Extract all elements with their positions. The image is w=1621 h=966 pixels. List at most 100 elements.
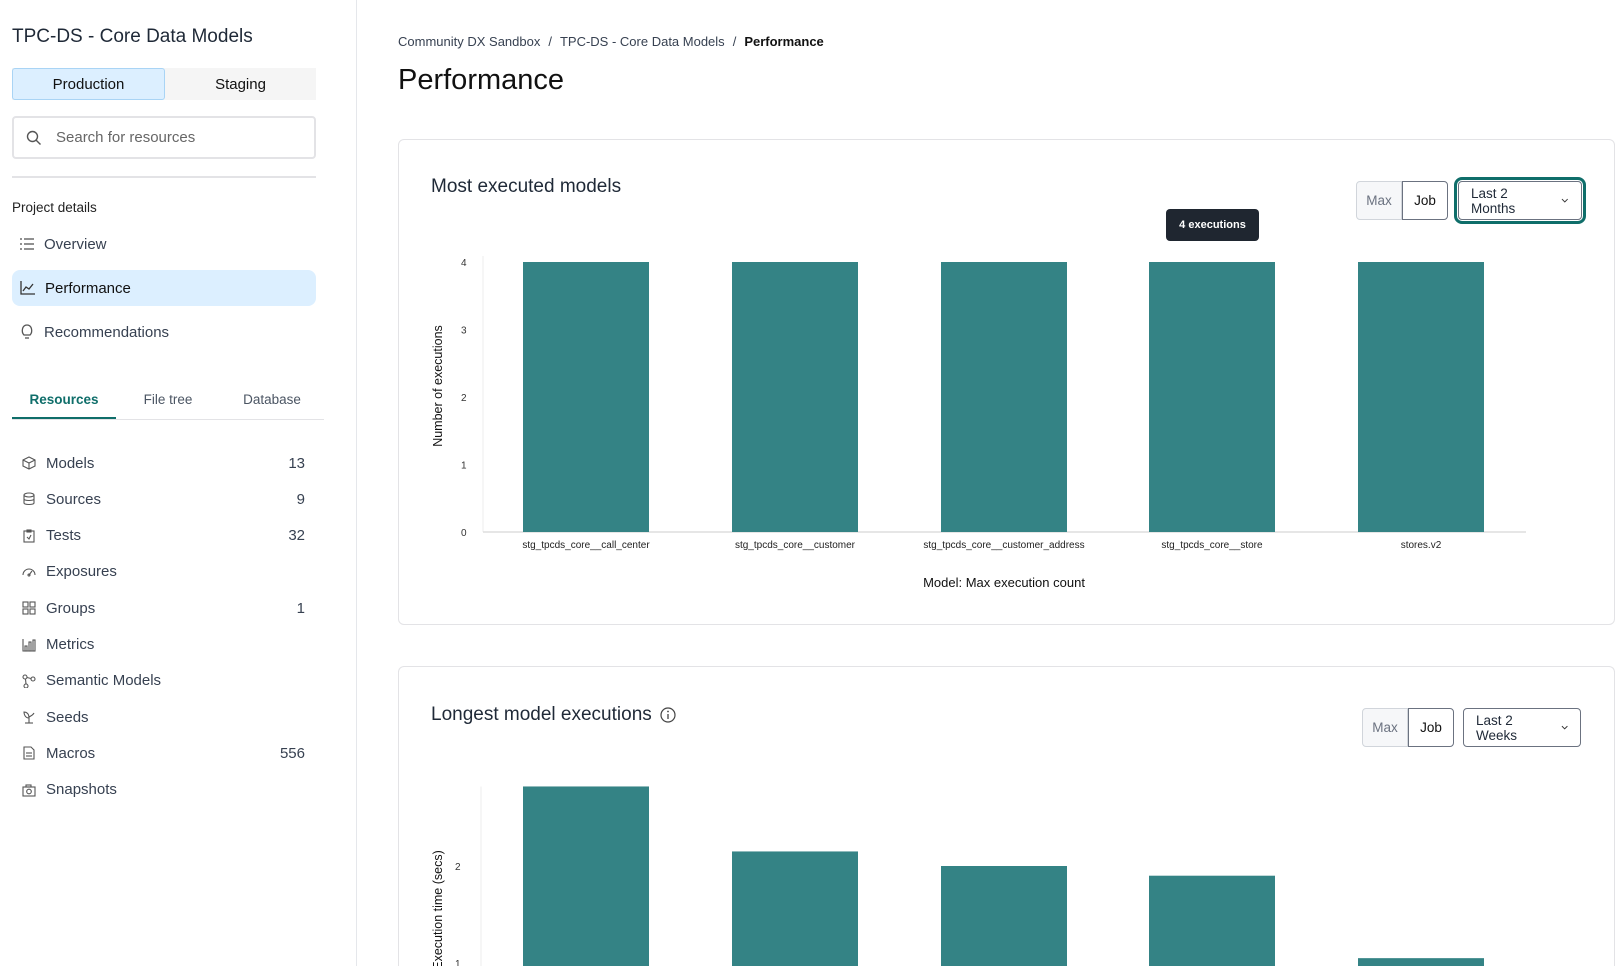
range-dropdown[interactable]: Last 2 Months — [1454, 177, 1586, 224]
project-title: TPC-DS - Core Data Models — [12, 26, 253, 47]
x-tick-label: stg_tpcds_core__store — [1161, 540, 1263, 551]
search-icon — [26, 130, 41, 145]
grid-icon — [22, 601, 36, 615]
chevron-down-icon — [1561, 725, 1568, 730]
separator: / — [732, 34, 737, 49]
x-tick-label: stg_tpcds_core__call_center — [522, 540, 650, 551]
gauge-icon — [22, 568, 36, 577]
bar — [941, 262, 1067, 532]
environment-toggle: Production Staging — [12, 68, 316, 100]
resource-tabs: Resources File tree Database — [12, 384, 324, 420]
resource-count: 556 — [279, 744, 305, 762]
info-icon[interactable] — [660, 707, 676, 723]
max-button[interactable]: Max — [1362, 708, 1408, 747]
search-input[interactable]: Search for resources — [12, 116, 316, 159]
job-button[interactable]: Job — [1402, 181, 1448, 220]
nav-label: Overview — [44, 235, 107, 253]
x-tick-label: stores.v2 — [1401, 540, 1442, 551]
divider — [12, 176, 316, 178]
resource-label: Groups — [46, 599, 96, 617]
line-chart-icon — [20, 281, 35, 295]
x-tick-label: stg_tpcds_core__customer_address — [923, 540, 1084, 551]
nav-overview[interactable]: Overview — [12, 226, 316, 262]
list-icon — [20, 238, 34, 250]
search-placeholder: Search for resources — [56, 129, 196, 146]
resource-sources[interactable]: Sources 9 — [22, 484, 305, 514]
card-title-wrap: Longest model executions — [431, 704, 676, 726]
breadcrumb: Community DX Sandbox / TPC-DS - Core Data… — [398, 34, 824, 49]
card-title: Longest model executions — [431, 704, 652, 725]
range-dropdown[interactable]: Last 2 Weeks — [1463, 708, 1581, 747]
camera-icon — [22, 784, 36, 797]
x-tick-label: stg_tpcds_core__customer — [735, 540, 856, 551]
tooltip: 4 executions — [1166, 209, 1259, 241]
sidebar: TPC-DS - Core Data Models Production Sta… — [0, 0, 357, 966]
resource-seeds[interactable]: Seeds — [22, 702, 305, 732]
resource-label: Semantic Models — [46, 672, 162, 690]
bar — [523, 262, 649, 532]
resource-label: Seeds — [46, 708, 89, 726]
resource-macros[interactable]: Macros 556 — [22, 738, 305, 768]
bar-chart-icon — [22, 638, 36, 652]
bar — [523, 786, 649, 966]
resource-count: 32 — [288, 527, 305, 545]
x-axis-title: Model: Max execution count — [923, 575, 1085, 590]
bar — [732, 262, 858, 532]
resource-tests[interactable]: Tests 32 — [22, 521, 305, 551]
nav-label: Performance — [45, 279, 131, 297]
resource-label: Snapshots — [46, 781, 117, 799]
resource-label: Tests — [46, 527, 82, 545]
staging-tab[interactable]: Staging — [215, 75, 266, 93]
dropdown-value: Last 2 Months — [1471, 185, 1516, 216]
y-axis-title: Execution time (secs) — [431, 850, 445, 966]
metric-toggle: Max Job — [1356, 181, 1448, 220]
y-tick-label: 4 — [461, 258, 467, 269]
breadcrumb-item[interactable]: Community DX Sandbox — [398, 34, 541, 49]
nav-label: Recommendations — [44, 323, 170, 341]
production-tab[interactable]: Production — [12, 68, 165, 100]
resource-metrics[interactable]: Metrics — [22, 630, 305, 660]
bar — [1149, 262, 1275, 532]
resource-groups[interactable]: Groups 1 — [22, 593, 305, 623]
longest-executions-card: Longest model executions — [398, 666, 1615, 966]
document-icon — [23, 746, 35, 760]
tab-resources[interactable]: Resources — [12, 384, 116, 419]
executions-chart: 0 1 2 3 4 stg_tpcds_core__call_center stg_tpcd… — [431, 256, 1526, 590]
resource-label: Models — [46, 454, 95, 472]
tab-database[interactable]: Database — [243, 392, 301, 407]
nav-performance[interactable]: Performance — [12, 270, 316, 306]
breadcrumb-current: Performance — [744, 34, 824, 49]
bar — [941, 866, 1067, 966]
bar — [1358, 958, 1484, 966]
resource-label: Exposures — [46, 563, 117, 581]
y-tick-label: 2 — [461, 393, 467, 404]
resource-exposures[interactable]: Exposures — [22, 557, 305, 587]
nodes-icon — [22, 674, 36, 688]
cube-icon — [22, 456, 36, 470]
nav-recommendations[interactable]: Recommendations — [12, 314, 316, 350]
chevron-down-icon — [1562, 198, 1569, 203]
y-axis-title: Number of executions — [431, 325, 445, 447]
resource-models[interactable]: Models 13 — [22, 448, 305, 478]
resource-semantic-models[interactable]: Semantic Models — [22, 666, 305, 696]
tab-file-tree[interactable]: File tree — [143, 392, 193, 407]
job-button[interactable]: Job — [1408, 708, 1454, 747]
page-title: Performance — [398, 64, 565, 96]
sprout-icon — [23, 711, 35, 724]
metric-toggle: Max Job — [1362, 708, 1454, 747]
clipboard-check-icon — [23, 529, 35, 543]
resource-count: 1 — [296, 599, 305, 617]
breadcrumb-item[interactable]: TPC-DS - Core Data Models — [559, 34, 725, 49]
max-button[interactable]: Max — [1356, 181, 1402, 220]
dropdown-value: Last 2 Weeks — [1476, 712, 1518, 743]
bar — [732, 851, 858, 966]
y-tick-label: 1 — [461, 461, 467, 472]
resource-snapshots[interactable]: Snapshots — [22, 775, 305, 805]
most-executed-card: Most executed models — [398, 139, 1615, 625]
resource-count: 9 — [296, 490, 305, 508]
y-tick-label: 3 — [461, 326, 467, 337]
resource-count: 13 — [288, 454, 305, 472]
y-tick-label: 1 — [455, 959, 461, 966]
separator: / — [548, 34, 552, 49]
resource-label: Macros — [46, 744, 96, 762]
